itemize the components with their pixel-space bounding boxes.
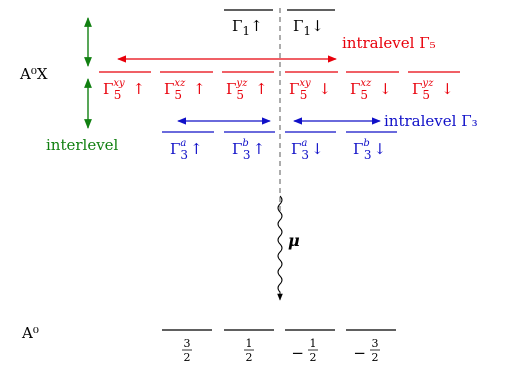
svg-text:2: 2 [310, 351, 317, 364]
gamma3-level-label: Γb 3 ↑ [232, 138, 265, 162]
ground-level-label: 3 2 [182, 337, 192, 364]
dipole-mu-label: μ [288, 231, 300, 250]
gamma1-down-label: Γ1↓ [293, 17, 324, 38]
svg-text:3: 3 [184, 337, 191, 350]
photon-emission-arrow [277, 195, 283, 301]
svg-text:−: − [291, 344, 304, 362]
svg-text:2: 2 [184, 351, 191, 364]
intralevel-gamma3-label: intralevel Γ₃ [384, 112, 478, 130]
intralevel-gamma5-label: intralevel Γ₅ [342, 34, 436, 52]
gamma3-level-label: Γa 3 ↑ [170, 138, 203, 162]
svg-text:2: 2 [372, 351, 379, 364]
ground-level-label: 1 2 [244, 337, 254, 364]
gamma5-level-label: Γyz 5 ↑ [226, 78, 268, 102]
interlevel-label: interlevel [46, 136, 119, 154]
svg-text:−: − [353, 344, 366, 362]
svg-text:1: 1 [246, 337, 253, 350]
gamma5-level-label: Γxz 5 ↑ [164, 78, 206, 102]
gamma3-level-label: Γb 3 ↓ [353, 138, 386, 162]
svg-text:1: 1 [310, 337, 317, 350]
ground-state-label: A⁰ [21, 324, 39, 342]
ground-level-label: − 1 2 [291, 337, 318, 364]
ground-levels: 3 2 1 2 − 1 2 − 3 2 [162, 329, 396, 364]
ground-level-label: − 3 2 [353, 337, 380, 364]
gamma5-levels: Γxy 5 ↑ Γxz 5 ↑ Γyz 5 ↑ Γxy 5 ↓ Γxz 5 ↓ Γyz 5 ↓ [99, 71, 460, 102]
gamma3-level-label: Γa 3 ↓ [291, 138, 324, 162]
gamma5-level-label: Γyz 5 ↓ [412, 78, 454, 102]
gamma1-up-label: Γ1↑ [232, 17, 263, 38]
svg-text:2: 2 [246, 351, 253, 364]
gamma5-level-label: Γxy 5 ↑ [103, 78, 145, 102]
gamma1-levels: Γ1↑ Γ1↓ [224, 9, 335, 38]
excited-state-label: A⁰X [19, 65, 48, 83]
gamma5-level-label: Γxy 5 ↓ [289, 78, 331, 102]
gamma5-level-label: Γxz 5 ↓ [350, 78, 392, 102]
gamma3-levels: Γa 3 ↑ Γb 3 ↑ Γa 3 ↓ Γb 3 ↓ [162, 131, 397, 162]
svg-text:3: 3 [372, 337, 379, 350]
